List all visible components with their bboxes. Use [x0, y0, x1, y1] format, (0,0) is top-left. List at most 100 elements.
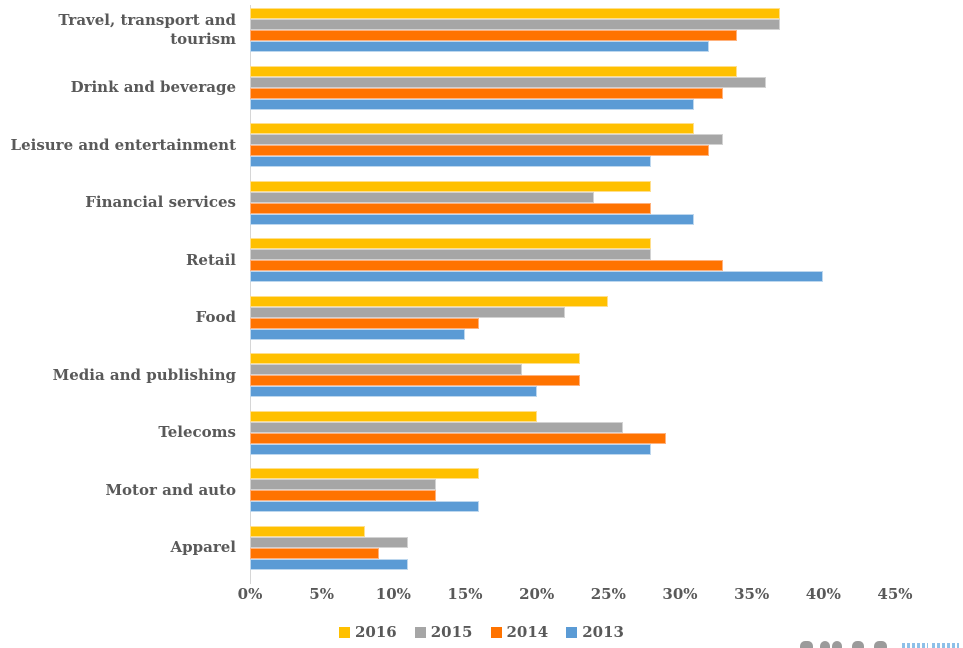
- watermark-letter-shape: [874, 641, 887, 648]
- bar-stack: [250, 180, 695, 225]
- bar-group-row: Drink and beverage: [0, 65, 963, 110]
- watermark-logo: [764, 639, 959, 648]
- bar-group-row: Food: [0, 295, 963, 340]
- bar-2014: [250, 490, 437, 501]
- x-axis-tick-label: 10%: [375, 585, 411, 603]
- watermark-small-text: [902, 643, 928, 648]
- x-axis-tick-label: 40%: [805, 585, 841, 603]
- bar-2013: [250, 501, 480, 512]
- bar-2015: [250, 19, 781, 30]
- bar-2016: [250, 123, 695, 134]
- bar-group-row: Motor and auto: [0, 468, 963, 512]
- x-axis-tick-label: 35%: [734, 585, 770, 603]
- bar-2013: [250, 328, 465, 340]
- chart-legend: 2016 2015 2014 2013: [0, 623, 963, 641]
- bar-2016: [250, 410, 537, 422]
- bar-2016: [250, 65, 738, 77]
- x-axis-tick-label: 5%: [309, 585, 335, 603]
- bar-2016: [250, 238, 652, 249]
- bar-2015: [250, 306, 566, 318]
- legend-label: 2013: [582, 623, 624, 641]
- y-axis-line: [250, 5, 251, 584]
- watermark-letter-shape: [820, 641, 830, 648]
- category-label: Apparel: [170, 538, 236, 557]
- bar-group-row: Financial services: [0, 180, 963, 225]
- bar-2014: [250, 547, 379, 559]
- category-label: Media and publishing: [52, 365, 236, 384]
- bar-stack: [250, 410, 666, 455]
- bar-2014: [250, 432, 666, 444]
- bar-stack: [250, 8, 781, 52]
- x-axis-tick-label: 30%: [662, 585, 698, 603]
- legend-swatch-icon: [414, 626, 426, 638]
- bar-2016: [250, 8, 781, 19]
- bar-2015: [250, 76, 766, 88]
- legend-item-2013: 2013: [566, 623, 624, 641]
- bar-2016: [250, 353, 580, 364]
- bar-group-row: Retail: [0, 238, 963, 282]
- x-axis-tick-label: 20%: [519, 585, 555, 603]
- category-label: Drink and beverage: [70, 78, 236, 97]
- bar-2014: [250, 317, 480, 329]
- bar-2015: [250, 249, 652, 260]
- category-label: Food: [195, 308, 236, 327]
- bar-stack: [250, 353, 580, 397]
- legend-swatch-icon: [566, 626, 578, 638]
- watermark-letter-shape: [832, 641, 842, 648]
- legend-item-2016: 2016: [339, 623, 397, 641]
- watermark-letter-shape: [800, 641, 813, 648]
- bar-2014: [250, 202, 652, 214]
- bar-2015: [250, 536, 408, 548]
- bar-2013: [250, 98, 695, 110]
- bar-2014: [250, 260, 723, 271]
- bar-stack: [250, 123, 723, 167]
- bar-2013: [250, 213, 695, 225]
- bar-stack: [250, 525, 408, 570]
- bar-2015: [250, 421, 623, 433]
- bar-2016: [250, 525, 365, 537]
- bar-2016: [250, 468, 480, 479]
- x-axis-tick-label: 15%: [447, 585, 483, 603]
- bar-2013: [250, 558, 408, 570]
- legend-swatch-icon: [339, 626, 350, 638]
- legend-item-2015: 2015: [414, 623, 473, 641]
- bar-stack: [250, 295, 609, 340]
- bar-2015: [250, 479, 437, 490]
- category-label: Leisure and entertainment: [10, 135, 236, 154]
- bar-2013: [250, 443, 652, 455]
- bar-2014: [250, 30, 738, 41]
- legend-item-2014: 2014: [490, 623, 549, 641]
- bar-2014: [250, 375, 580, 386]
- x-axis-tick-label: 0%: [237, 585, 263, 603]
- bar-2013: [250, 386, 537, 397]
- legend-label: 2015: [430, 623, 473, 641]
- bar-group-row: Media and publishing: [0, 353, 963, 397]
- bar-2015: [250, 134, 723, 145]
- bar-stack: [250, 65, 766, 110]
- bar-2013: [250, 271, 824, 282]
- bar-2013: [250, 41, 709, 52]
- bar-2014: [250, 87, 723, 99]
- legend-label: 2014: [506, 623, 549, 641]
- watermark-small-text: [932, 643, 959, 648]
- bar-2014: [250, 145, 709, 156]
- bar-stack: [250, 468, 480, 512]
- bar-group-row: Travel, transport and tourism: [0, 8, 963, 52]
- bar-2015: [250, 364, 523, 375]
- category-label: Travel, transport and tourism: [58, 11, 236, 48]
- bar-2013: [250, 156, 652, 167]
- category-label: Motor and auto: [105, 480, 236, 499]
- bar-stack: [250, 238, 824, 282]
- x-axis-tick-label: 45%: [877, 585, 913, 603]
- category-label: Retail: [185, 250, 236, 269]
- legend-swatch-icon: [490, 626, 502, 638]
- category-label: Financial services: [85, 193, 236, 212]
- bar-group-row: Apparel: [0, 525, 963, 570]
- bar-2016: [250, 180, 652, 192]
- bar-group-row: Leisure and entertainment: [0, 123, 963, 167]
- category-label: Telecoms: [158, 423, 236, 442]
- x-axis-tick-labels: 0% 5% 10% 15% 20% 25% 30% 35% 40% 45%: [238, 585, 950, 605]
- bar-groups: Travel, transport and tourism Drink and b…: [0, 8, 963, 570]
